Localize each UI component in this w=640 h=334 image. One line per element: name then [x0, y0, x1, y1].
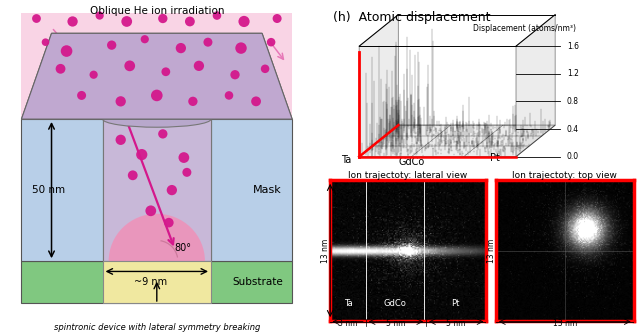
- Text: 50 nm: 50 nm: [32, 185, 65, 195]
- Point: [157, 131, 168, 137]
- Point: [203, 39, 213, 45]
- Text: 13 nm: 13 nm: [321, 238, 330, 263]
- Polygon shape: [516, 15, 556, 157]
- Text: 80°: 80°: [175, 243, 192, 253]
- Title: Ion trajectoty: lateral view: Ion trajectoty: lateral view: [348, 171, 468, 180]
- Point: [239, 19, 249, 24]
- Text: 1.6: 1.6: [567, 42, 579, 51]
- Point: [236, 45, 246, 51]
- Text: 1.2: 1.2: [567, 69, 579, 78]
- Point: [188, 99, 198, 104]
- Text: Ta: Ta: [341, 155, 351, 165]
- Point: [61, 48, 72, 54]
- Polygon shape: [359, 125, 556, 157]
- Text: GdCo: GdCo: [384, 299, 407, 308]
- Point: [166, 187, 177, 193]
- Text: 5 nm: 5 nm: [386, 320, 406, 328]
- Point: [122, 19, 132, 24]
- Point: [164, 220, 174, 225]
- Point: [212, 13, 222, 18]
- Point: [88, 72, 99, 77]
- Point: [179, 155, 189, 160]
- Text: 13 nm: 13 nm: [487, 238, 496, 263]
- Point: [56, 66, 66, 71]
- Point: [146, 208, 156, 213]
- Wedge shape: [109, 214, 205, 261]
- Point: [116, 99, 126, 104]
- Point: [161, 69, 171, 74]
- Text: 3 nm: 3 nm: [338, 320, 358, 328]
- Point: [251, 99, 261, 104]
- Polygon shape: [22, 33, 292, 119]
- Bar: [22, 261, 292, 303]
- Text: Substrate: Substrate: [232, 277, 283, 287]
- Bar: [211, 119, 292, 261]
- Polygon shape: [22, 33, 292, 119]
- Bar: [22, 119, 102, 261]
- Point: [176, 45, 186, 51]
- Point: [157, 16, 168, 21]
- Title: Ion trajectoty: top view: Ion trajectoty: top view: [513, 171, 617, 180]
- Point: [31, 16, 42, 21]
- Point: [182, 170, 192, 175]
- Polygon shape: [359, 15, 398, 157]
- Point: [224, 93, 234, 98]
- Point: [77, 93, 87, 98]
- Text: Oblique He ion irradiation: Oblique He ion irradiation: [90, 6, 224, 16]
- Bar: [102, 119, 211, 261]
- Text: 0.8: 0.8: [567, 97, 579, 106]
- Point: [266, 39, 276, 45]
- Point: [140, 36, 150, 42]
- Point: [127, 173, 138, 178]
- Point: [137, 152, 147, 157]
- Text: Mask: Mask: [253, 185, 282, 195]
- Text: 0.0: 0.0: [567, 152, 579, 161]
- Polygon shape: [22, 13, 292, 119]
- Point: [125, 63, 135, 68]
- Text: Pt: Pt: [490, 153, 500, 163]
- Text: Ta: Ta: [344, 299, 353, 308]
- Text: Displacement (atoms/nm³): Displacement (atoms/nm³): [473, 24, 576, 33]
- Point: [106, 42, 117, 48]
- Point: [95, 13, 105, 18]
- Text: 5 nm: 5 nm: [447, 320, 466, 328]
- Text: spintronic device with lateral symmetry breaking: spintronic device with lateral symmetry …: [54, 323, 260, 332]
- Bar: [102, 261, 211, 303]
- Point: [185, 19, 195, 24]
- Ellipse shape: [102, 111, 211, 127]
- Point: [230, 72, 240, 77]
- Text: GdCo: GdCo: [398, 157, 424, 167]
- Point: [40, 39, 51, 45]
- Point: [272, 16, 282, 21]
- Text: 0.4: 0.4: [567, 125, 579, 134]
- Point: [152, 93, 162, 98]
- Point: [116, 137, 126, 143]
- Text: Pt: Pt: [451, 299, 460, 308]
- Text: ~9 nm: ~9 nm: [134, 277, 167, 287]
- Text: 13 nm: 13 nm: [553, 320, 577, 328]
- Text: (h)  Atomic displacement: (h) Atomic displacement: [333, 11, 491, 24]
- Point: [194, 63, 204, 68]
- Point: [67, 19, 77, 24]
- Point: [260, 66, 270, 71]
